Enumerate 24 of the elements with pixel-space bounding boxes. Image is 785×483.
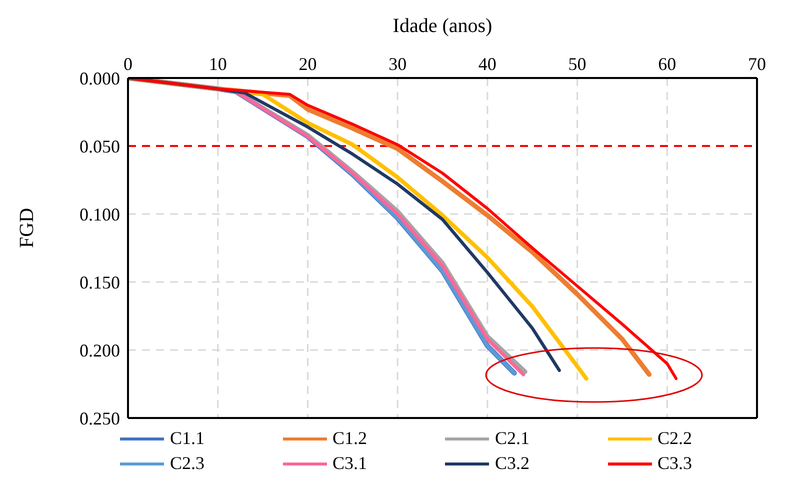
y-tick-label: 0.150 (80, 272, 120, 292)
x-tick-label: 0 (124, 54, 132, 74)
x-tick-label: 20 (298, 54, 317, 74)
legend-label: C3.3 (658, 453, 692, 474)
legend-label: C1.2 (332, 428, 368, 449)
legend-label: C2.1 (495, 428, 530, 449)
y-axis-title: FGD (16, 208, 38, 248)
y-tick-label: 0.250 (80, 408, 120, 428)
y-tick-label: 0.050 (80, 136, 120, 156)
x-tick-label: 30 (388, 54, 407, 74)
x-tick-label: 10 (208, 54, 227, 74)
legend-label: C3.2 (495, 453, 530, 474)
y-tick-label: 0.100 (80, 204, 120, 224)
legend-label: C3.1 (332, 453, 368, 474)
legend-label: C2.3 (170, 453, 205, 474)
x-tick-label: 40 (478, 54, 496, 74)
y-tick-label: 0.200 (80, 340, 120, 360)
x-axis-title: Idade (anos) (392, 15, 492, 38)
x-tick-label: 70 (748, 54, 766, 74)
x-tick-label: 60 (658, 54, 676, 74)
legend-label: C1.1 (170, 428, 205, 449)
x-tick-label: 50 (568, 54, 586, 74)
y-tick-label: 0.000 (80, 68, 120, 88)
legend-label: C2.2 (658, 428, 692, 449)
